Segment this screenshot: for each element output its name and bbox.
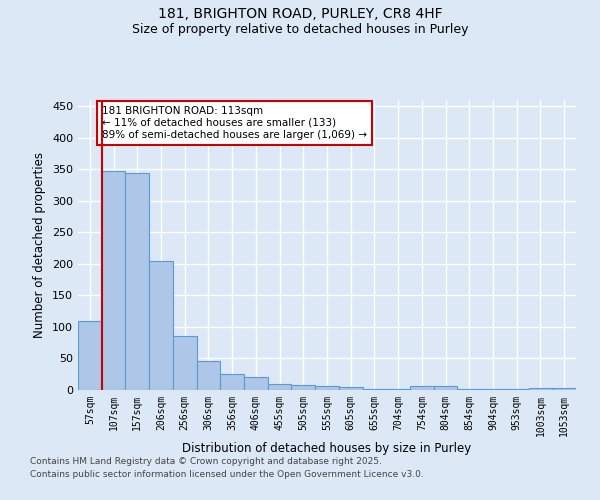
Bar — [434, 386, 457, 390]
Bar — [529, 388, 552, 390]
Bar — [292, 385, 315, 390]
Bar — [220, 374, 244, 390]
Bar — [244, 377, 268, 390]
Bar — [197, 361, 220, 390]
Bar — [173, 336, 197, 390]
Bar — [125, 172, 149, 390]
Text: Contains HM Land Registry data © Crown copyright and database right 2025.: Contains HM Land Registry data © Crown c… — [30, 458, 382, 466]
Text: Size of property relative to detached houses in Purley: Size of property relative to detached ho… — [132, 22, 468, 36]
Text: Contains public sector information licensed under the Open Government Licence v3: Contains public sector information licen… — [30, 470, 424, 479]
Bar — [552, 388, 576, 390]
Y-axis label: Number of detached properties: Number of detached properties — [34, 152, 46, 338]
Bar — [102, 170, 125, 390]
Bar — [339, 387, 362, 390]
Bar — [410, 386, 434, 390]
Bar — [149, 262, 173, 390]
Text: 181, BRIGHTON ROAD, PURLEY, CR8 4HF: 181, BRIGHTON ROAD, PURLEY, CR8 4HF — [158, 8, 442, 22]
Bar — [78, 320, 102, 390]
X-axis label: Distribution of detached houses by size in Purley: Distribution of detached houses by size … — [182, 442, 472, 454]
Text: 181 BRIGHTON ROAD: 113sqm
← 11% of detached houses are smaller (133)
89% of semi: 181 BRIGHTON ROAD: 113sqm ← 11% of detac… — [102, 106, 367, 140]
Bar — [315, 386, 339, 390]
Bar — [457, 388, 481, 390]
Bar — [268, 384, 292, 390]
